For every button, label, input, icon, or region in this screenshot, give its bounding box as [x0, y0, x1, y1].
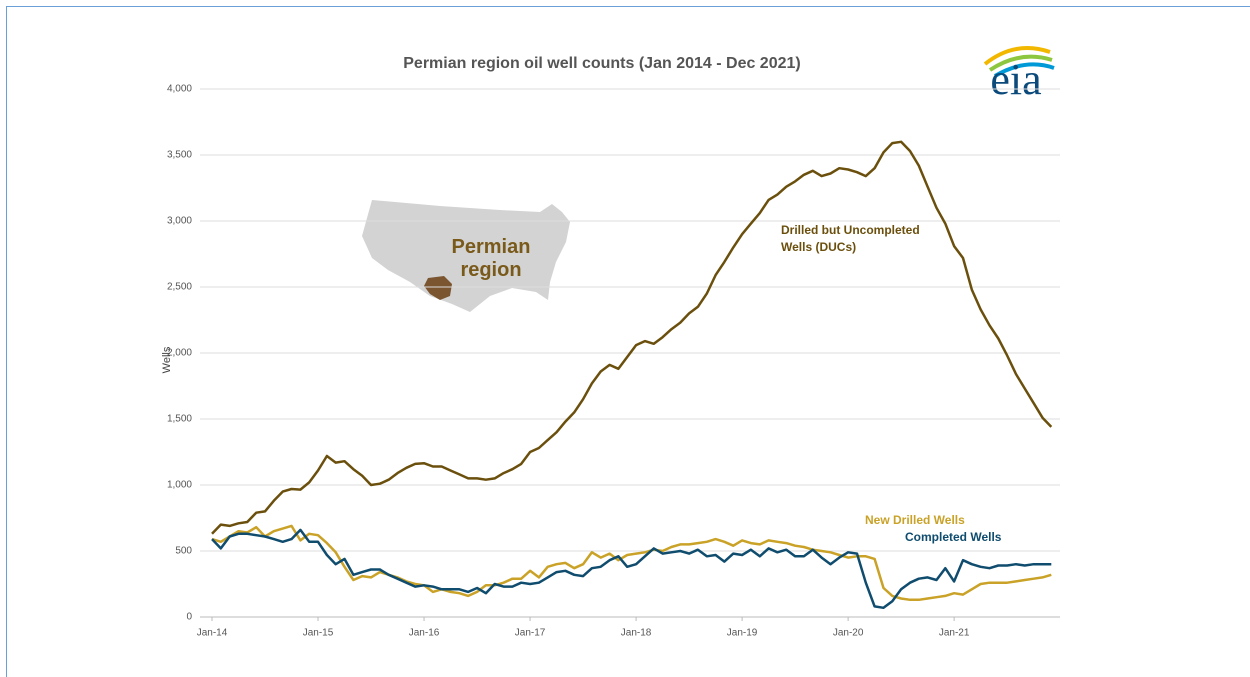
us-map: [362, 200, 570, 312]
x-tick-label: Jan-16: [409, 628, 440, 639]
y-tick-label: 1,500: [167, 414, 192, 425]
x-tick-label: Jan-20: [833, 628, 864, 639]
y-tick-label: 2,000: [167, 348, 192, 359]
y-tick-label: 500: [175, 546, 192, 557]
frame: [6, 6, 1250, 677]
y-tick-label: 0: [186, 612, 192, 623]
logo-text: eia: [990, 55, 1041, 104]
series-label: Completed Wells: [905, 530, 1002, 544]
eia-logo: eia: [983, 46, 1055, 104]
y-tick-label: 4,000: [167, 84, 192, 95]
x-tick-label: Jan-18: [621, 628, 652, 639]
series-line: [211, 524, 1052, 602]
series-label: Drilled but Uncompleted Wells (DUCs): [781, 223, 920, 254]
y-tick-label: 2,500: [167, 282, 192, 293]
x-tick-label: Jan-21: [939, 628, 970, 639]
y-tick-label: 1,000: [167, 480, 192, 491]
map-label: Permian region: [451, 236, 531, 281]
x-tick-label: Jan-14: [197, 628, 228, 639]
y-tick-label: 3,500: [167, 150, 192, 161]
x-tick-label: Jan-15: [303, 628, 334, 639]
series-line: [211, 528, 1052, 610]
x-tick-label: Jan-19: [727, 628, 758, 639]
series-label: New Drilled Wells: [865, 513, 965, 527]
series-line: [211, 140, 1053, 535]
y-tick-label: 3,000: [167, 216, 192, 227]
x-tick-label: Jan-17: [515, 628, 546, 639]
chart-title: Permian region oil well counts (Jan 2014…: [403, 55, 800, 72]
y-axis-label: Wells: [161, 346, 173, 373]
